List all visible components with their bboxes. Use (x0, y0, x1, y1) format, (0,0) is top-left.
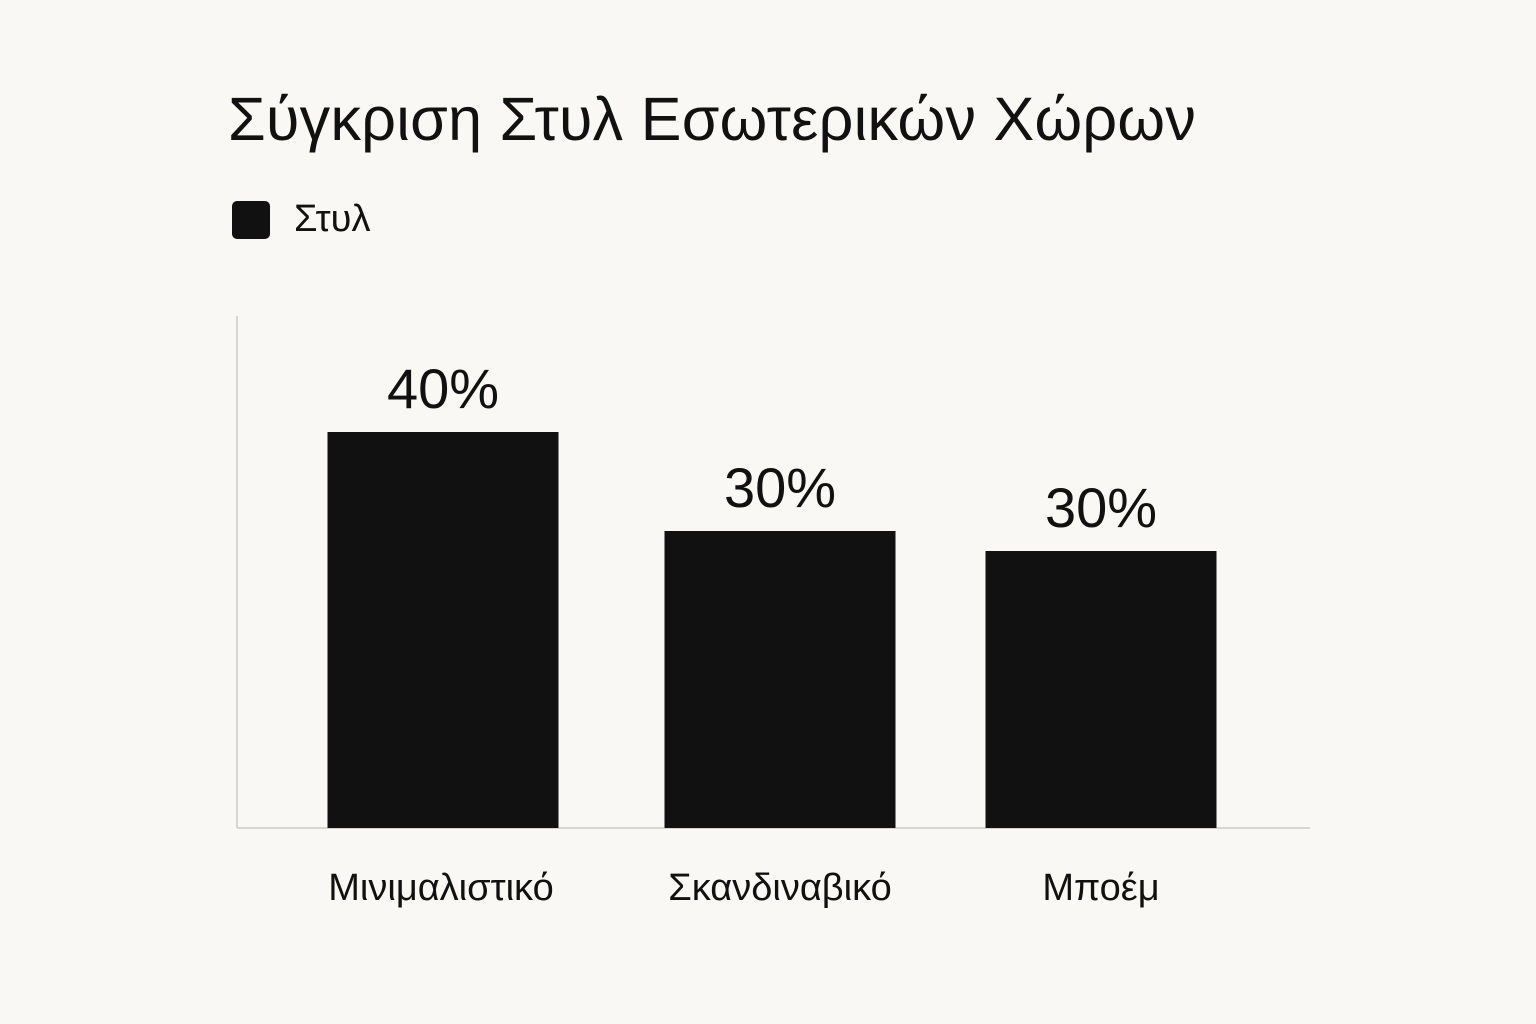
legend-label: Στυλ (294, 198, 371, 240)
legend: Στυλ (232, 198, 370, 241)
data-label: 30% (1045, 476, 1157, 539)
x-tick-label: Μποέμ (1042, 867, 1159, 909)
x-tick-label: Σκανδιναβικό (668, 867, 892, 909)
x-tick-label: Μινιμαλιστικό (328, 867, 553, 909)
legend-swatch (232, 200, 270, 239)
chart-title: Σύγκριση Στυλ Εσωτερικών Χώρων (228, 85, 1197, 153)
bar (985, 551, 1217, 828)
data-label: 40% (387, 357, 499, 420)
bar (664, 531, 896, 828)
data-label: 30% (724, 456, 836, 519)
bar (327, 432, 559, 828)
